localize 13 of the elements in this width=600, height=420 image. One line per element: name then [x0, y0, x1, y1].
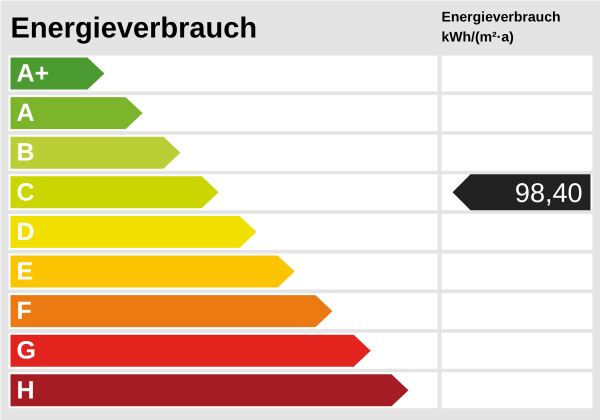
y-tick-label: H [16, 376, 35, 404]
chart-title: Energieverbrauch [10, 12, 258, 44]
y-tick-label: F [16, 297, 32, 326]
y-tick-label: G [16, 336, 36, 365]
text: 98,40 [514, 178, 583, 208]
y-tick-label: D [16, 218, 35, 246]
y-tick-label: A+ [16, 60, 50, 88]
bar [10, 97, 143, 130]
y-tick-label: A [16, 99, 35, 128]
text: Energieverbrauch kWh/(m²·a) [442, 8, 561, 44]
y-tick-label: C [16, 178, 35, 206]
y-tick-label: B [16, 138, 35, 167]
y-tick-label: E [16, 258, 34, 286]
